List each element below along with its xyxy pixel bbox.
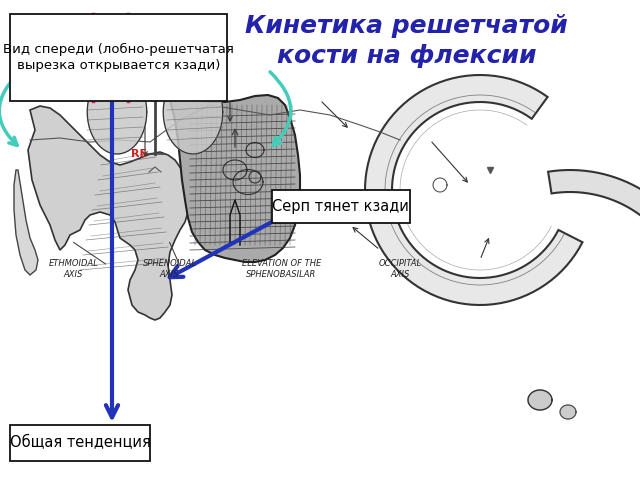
Polygon shape xyxy=(28,106,190,320)
Polygon shape xyxy=(170,95,300,262)
Polygon shape xyxy=(548,170,640,310)
Polygon shape xyxy=(87,70,147,154)
Text: SPHENOIDAL
AXIS: SPHENOIDAL AXIS xyxy=(143,259,196,278)
Text: ETHMOIDAL
AXIS: ETHMOIDAL AXIS xyxy=(49,259,99,278)
FancyBboxPatch shape xyxy=(272,190,410,223)
Text: Вид спереди (лобно-решетчатая
вырезка открывается кзади): Вид спереди (лобно-решетчатая вырезка от… xyxy=(3,43,234,72)
FancyBboxPatch shape xyxy=(10,425,150,461)
Polygon shape xyxy=(560,405,576,419)
Polygon shape xyxy=(163,70,223,154)
Text: Серп тянет кзади: Серп тянет кзади xyxy=(273,199,409,214)
Polygon shape xyxy=(365,75,582,305)
Text: ELEVATION OF THE
SPHENOBASILAR: ELEVATION OF THE SPHENOBASILAR xyxy=(242,259,321,278)
Text: Кинетика решетчатой
кости на флексии: Кинетика решетчатой кости на флексии xyxy=(245,14,568,68)
Text: Общая тенденция: Общая тенденция xyxy=(10,435,150,450)
Text: RE: RE xyxy=(131,149,147,158)
Polygon shape xyxy=(14,170,38,275)
FancyBboxPatch shape xyxy=(10,14,227,101)
Polygon shape xyxy=(528,390,552,410)
Text: OCCIPITAL
AXIS: OCCIPITAL AXIS xyxy=(378,259,422,278)
